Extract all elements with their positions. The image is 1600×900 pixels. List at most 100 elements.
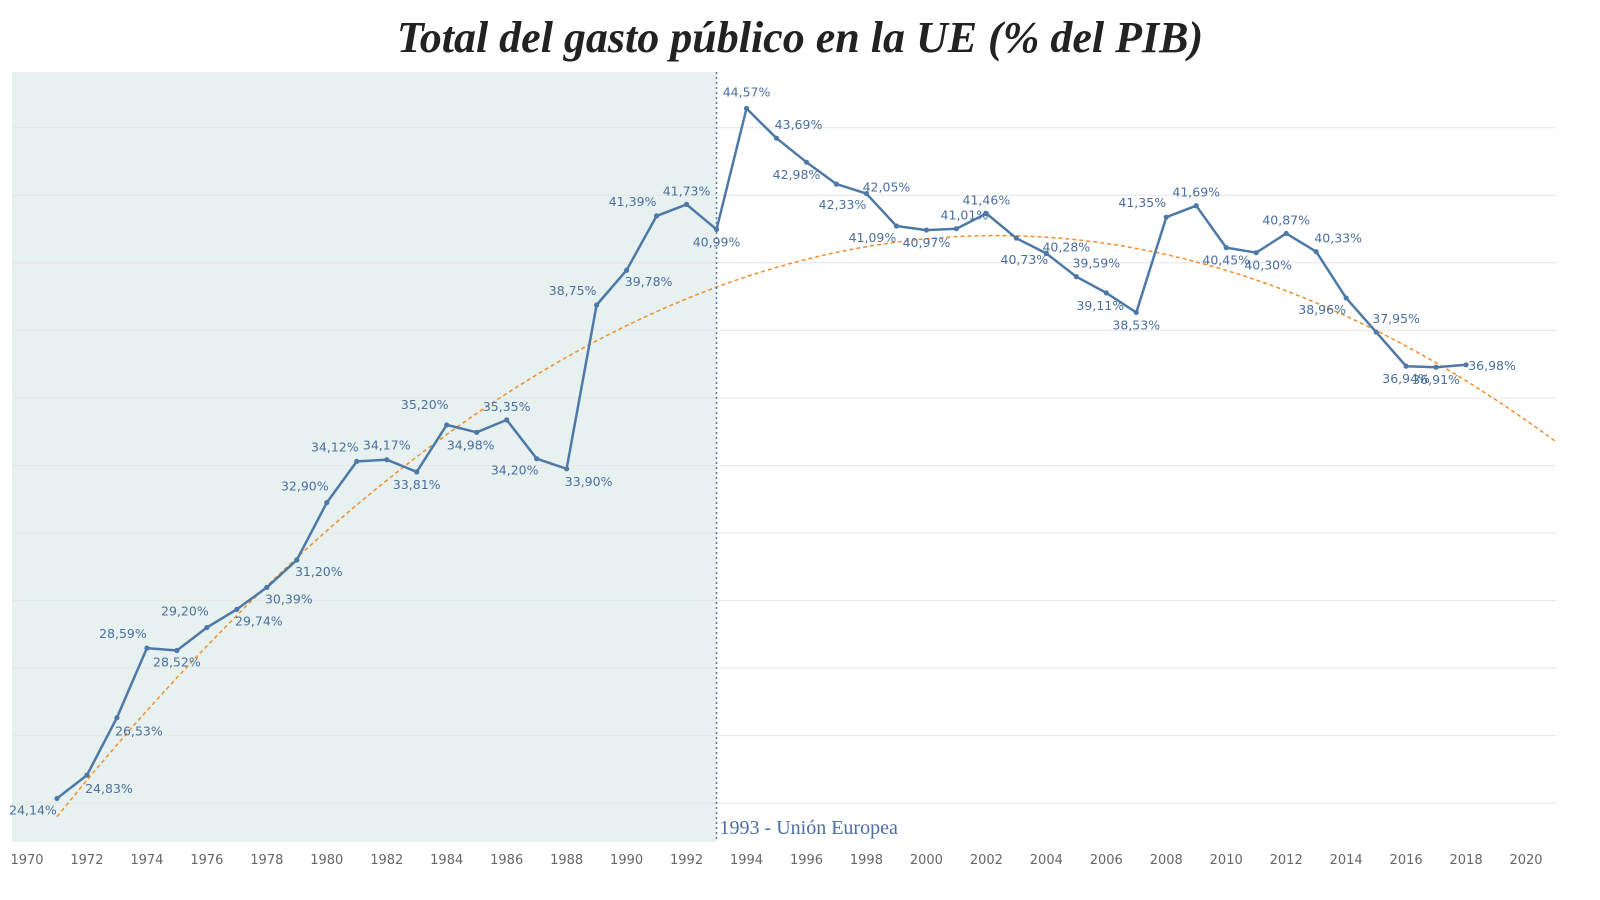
data-label: 38,53%: [1112, 317, 1160, 332]
data-label: 41,39%: [609, 194, 657, 209]
data-point: [863, 190, 870, 197]
data-label: 34,17%: [363, 438, 411, 453]
data-point: [354, 458, 360, 464]
data-point: [84, 772, 90, 778]
data-label: 40,97%: [903, 235, 951, 250]
data-label: 42,33%: [819, 197, 867, 212]
data-point: [384, 457, 390, 463]
x-tick-label: 1986: [490, 853, 523, 868]
x-tick-label: 1984: [430, 853, 463, 868]
data-label: 40,87%: [1262, 212, 1310, 227]
data-point: [1073, 274, 1079, 280]
data-label: 43,69%: [775, 117, 823, 132]
data-label: 41,09%: [849, 230, 897, 245]
data-point: [833, 181, 840, 187]
data-point: [893, 223, 900, 229]
data-point: [1343, 295, 1349, 301]
data-point: [953, 226, 959, 232]
x-tick-label: 2014: [1330, 853, 1363, 868]
x-tick-label: 1992: [670, 853, 703, 868]
data-label: 39,78%: [625, 274, 673, 289]
data-label: 34,20%: [491, 463, 539, 478]
data-label: 40,45%: [1202, 253, 1250, 268]
x-tick-label: 1972: [70, 853, 103, 868]
data-point: [1223, 245, 1229, 251]
x-tick-label: 1982: [370, 853, 403, 868]
x-tick-label: 2002: [970, 853, 1003, 868]
x-tick-label: 1994: [730, 853, 763, 868]
data-point: [1163, 214, 1169, 220]
data-point: [234, 606, 240, 612]
data-label: 41,73%: [663, 183, 711, 198]
data-label: 28,52%: [153, 655, 201, 670]
data-point: [1043, 250, 1049, 256]
data-label: 24,83%: [85, 781, 133, 796]
data-point: [923, 227, 930, 233]
data-point: [743, 105, 750, 112]
data-point: [1253, 250, 1259, 256]
series-line: [56, 107, 1467, 800]
data-point: [1103, 290, 1109, 296]
data-label: 36,91%: [1412, 372, 1460, 387]
data-point: [594, 302, 600, 308]
chart-title: Total del gasto público en la UE (% del …: [396, 13, 1204, 62]
data-label: 33,81%: [393, 477, 441, 492]
data-point: [54, 795, 60, 802]
data-label: 34,12%: [311, 439, 359, 454]
x-tick-label: 1996: [790, 853, 823, 868]
data-point: [264, 584, 270, 590]
data-point: [174, 647, 180, 654]
trend-line: [56, 234, 1557, 818]
data-label: 41,35%: [1118, 195, 1166, 210]
data-point: [803, 159, 810, 165]
x-tick-label: 1976: [190, 853, 223, 868]
x-tick-label: 2018: [1450, 853, 1483, 868]
data-point: [204, 624, 210, 631]
x-tick-label: 1998: [850, 853, 883, 868]
x-tick-label: 2008: [1150, 853, 1183, 868]
data-label: 40,99%: [693, 234, 741, 249]
x-tick-label: 1988: [550, 853, 583, 868]
data-label: 42,05%: [863, 180, 911, 195]
data-label: 42,98%: [773, 167, 821, 182]
x-tick-label: 2004: [1030, 853, 1063, 868]
data-label: 32,90%: [281, 479, 329, 494]
data-label: 30,39%: [265, 591, 313, 606]
data-label: 39,59%: [1072, 256, 1120, 271]
data-point: [1403, 363, 1409, 369]
data-point: [1463, 362, 1469, 368]
data-label: 38,96%: [1298, 302, 1346, 317]
data-point: [1373, 329, 1379, 335]
data-label: 41,01%: [941, 208, 989, 223]
x-tick-label: 1978: [250, 853, 283, 868]
data-label: 29,74%: [235, 613, 283, 628]
data-label: 37,95%: [1372, 311, 1420, 326]
data-point: [1433, 364, 1439, 370]
data-point: [144, 645, 150, 651]
data-point: [474, 429, 480, 435]
data-point: [1133, 309, 1139, 316]
data-label: 40,30%: [1244, 258, 1292, 273]
data-label: 36,94%: [1382, 371, 1430, 386]
data-point: [624, 267, 630, 273]
x-tick-label: 2006: [1090, 853, 1123, 868]
data-label: 41,46%: [963, 193, 1011, 208]
data-point: [564, 466, 570, 472]
data-label: 29,20%: [161, 604, 209, 619]
x-tick-label: 2012: [1270, 853, 1303, 868]
x-tick-label: 2016: [1390, 853, 1423, 868]
data-point: [1013, 235, 1019, 241]
x-tick-label: 1980: [310, 853, 343, 868]
data-point: [504, 417, 510, 423]
data-label: 39,11%: [1076, 298, 1124, 313]
data-label: 33,90%: [565, 474, 613, 489]
x-tick-label: 1990: [610, 853, 643, 868]
data-label: 40,28%: [1042, 239, 1090, 254]
data-point: [1193, 203, 1199, 209]
eu-1993-annotation: 1993 - Unión Europea: [720, 817, 898, 839]
data-point: [114, 715, 120, 721]
x-tick-label: 2020: [1509, 853, 1542, 868]
data-label: 35,35%: [483, 399, 531, 414]
data-label: 24,14%: [9, 802, 57, 817]
